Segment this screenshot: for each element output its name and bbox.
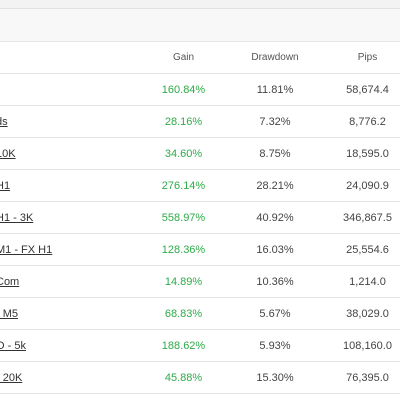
system-name-cell: - 20K bbox=[0, 361, 132, 394]
drawdown-cell: 8.75% bbox=[235, 137, 315, 170]
gain-cell: 558.97% bbox=[132, 201, 235, 234]
system-name-link[interactable]: H1 - 3K bbox=[0, 211, 34, 224]
gain-cell: 14.89% bbox=[132, 265, 235, 298]
system-name-link[interactable]: ds bbox=[0, 115, 8, 128]
column-header-pips[interactable]: Pips bbox=[315, 42, 400, 74]
pips-cell: 76,395.0 bbox=[315, 361, 400, 394]
drawdown-cell: 16.03% bbox=[235, 233, 315, 266]
gain-cell: 128.36% bbox=[132, 233, 235, 266]
drawdown-cell: 15.30% bbox=[235, 361, 315, 394]
table-row: H1 - 3K 558.97% 40.92% 346,867.5 bbox=[0, 201, 400, 234]
table-row: 160.84% 11.81% 58,674.4 bbox=[0, 73, 400, 106]
system-name-cell: M1 - FX H1 bbox=[0, 233, 132, 266]
drawdown-cell: 10.36% bbox=[235, 265, 315, 298]
pips-cell: 24,090.9 bbox=[315, 169, 400, 202]
pips-cell: 1,214.0 bbox=[315, 265, 400, 298]
systems-panel: Gain Drawdown Pips 160.84% 11.81% 58,674… bbox=[0, 8, 400, 401]
drawdown-cell: 40.92% bbox=[235, 201, 315, 234]
column-header-gain[interactable]: Gain bbox=[132, 42, 235, 74]
gain-cell: 276.14% bbox=[132, 169, 235, 202]
table-row: H1 276.14% 28.21% 24,090.9 bbox=[0, 169, 400, 202]
table-row: - M5 68.83% 5.67% 38,029.0 bbox=[0, 297, 400, 330]
table-row: ds 28.16% 7.32% 8,776.2 bbox=[0, 105, 400, 138]
systems-table: Gain Drawdown Pips 160.84% 11.81% 58,674… bbox=[0, 42, 400, 394]
system-name-cell: ds bbox=[0, 105, 132, 138]
pips-cell: 346,867.5 bbox=[315, 201, 400, 234]
pips-cell: 38,029.0 bbox=[315, 297, 400, 330]
table-row: Com 14.89% 10.36% 1,214.0 bbox=[0, 265, 400, 298]
table-row: O - 5k 188.62% 5.93% 108,160.0 bbox=[0, 329, 400, 362]
drawdown-cell: 28.21% bbox=[235, 169, 315, 202]
gain-cell: 34.60% bbox=[132, 137, 235, 170]
system-name-link[interactable]: H1 bbox=[0, 179, 11, 192]
pips-cell: 8,776.2 bbox=[315, 105, 400, 138]
pips-cell: 58,674.4 bbox=[315, 73, 400, 106]
system-name-cell: - M5 bbox=[0, 297, 132, 330]
drawdown-cell: 11.81% bbox=[235, 73, 315, 106]
table-row: 10K 34.60% 8.75% 18,595.0 bbox=[0, 137, 400, 170]
drawdown-cell: 5.93% bbox=[235, 329, 315, 362]
table-header-row: Gain Drawdown Pips bbox=[0, 42, 400, 74]
system-name-cell: 10K bbox=[0, 137, 132, 170]
pips-cell: 108,160.0 bbox=[315, 329, 400, 362]
system-name-link[interactable]: - 20K bbox=[0, 371, 23, 384]
system-name-cell: H1 bbox=[0, 169, 132, 202]
gain-cell: 28.16% bbox=[132, 105, 235, 138]
table-row: M1 - FX H1 128.36% 16.03% 25,554.6 bbox=[0, 233, 400, 266]
system-name-link[interactable]: Com bbox=[0, 275, 20, 288]
drawdown-cell: 5.67% bbox=[235, 297, 315, 330]
gain-cell: 188.62% bbox=[132, 329, 235, 362]
gain-cell: 160.84% bbox=[132, 73, 235, 106]
system-name-cell: O - 5k bbox=[0, 329, 132, 362]
panel-toolbar bbox=[0, 9, 400, 42]
system-name-cell: H1 - 3K bbox=[0, 201, 132, 234]
system-name-link[interactable]: O - 5k bbox=[0, 339, 26, 352]
column-header-name bbox=[0, 42, 132, 74]
system-name-cell bbox=[0, 73, 132, 106]
drawdown-cell: 7.32% bbox=[235, 105, 315, 138]
pips-cell: 25,554.6 bbox=[315, 233, 400, 266]
column-header-drawdown[interactable]: Drawdown bbox=[235, 42, 315, 74]
system-name-link[interactable]: M1 - FX H1 bbox=[0, 243, 53, 256]
pips-cell: 18,595.0 bbox=[315, 137, 400, 170]
system-name-cell: Com bbox=[0, 265, 132, 298]
system-name-link[interactable]: 10K bbox=[0, 147, 16, 160]
table-row: - 20K 45.88% 15.30% 76,395.0 bbox=[0, 361, 400, 394]
gain-cell: 45.88% bbox=[132, 361, 235, 394]
gain-cell: 68.83% bbox=[132, 297, 235, 330]
system-name-link[interactable]: - M5 bbox=[0, 307, 18, 320]
